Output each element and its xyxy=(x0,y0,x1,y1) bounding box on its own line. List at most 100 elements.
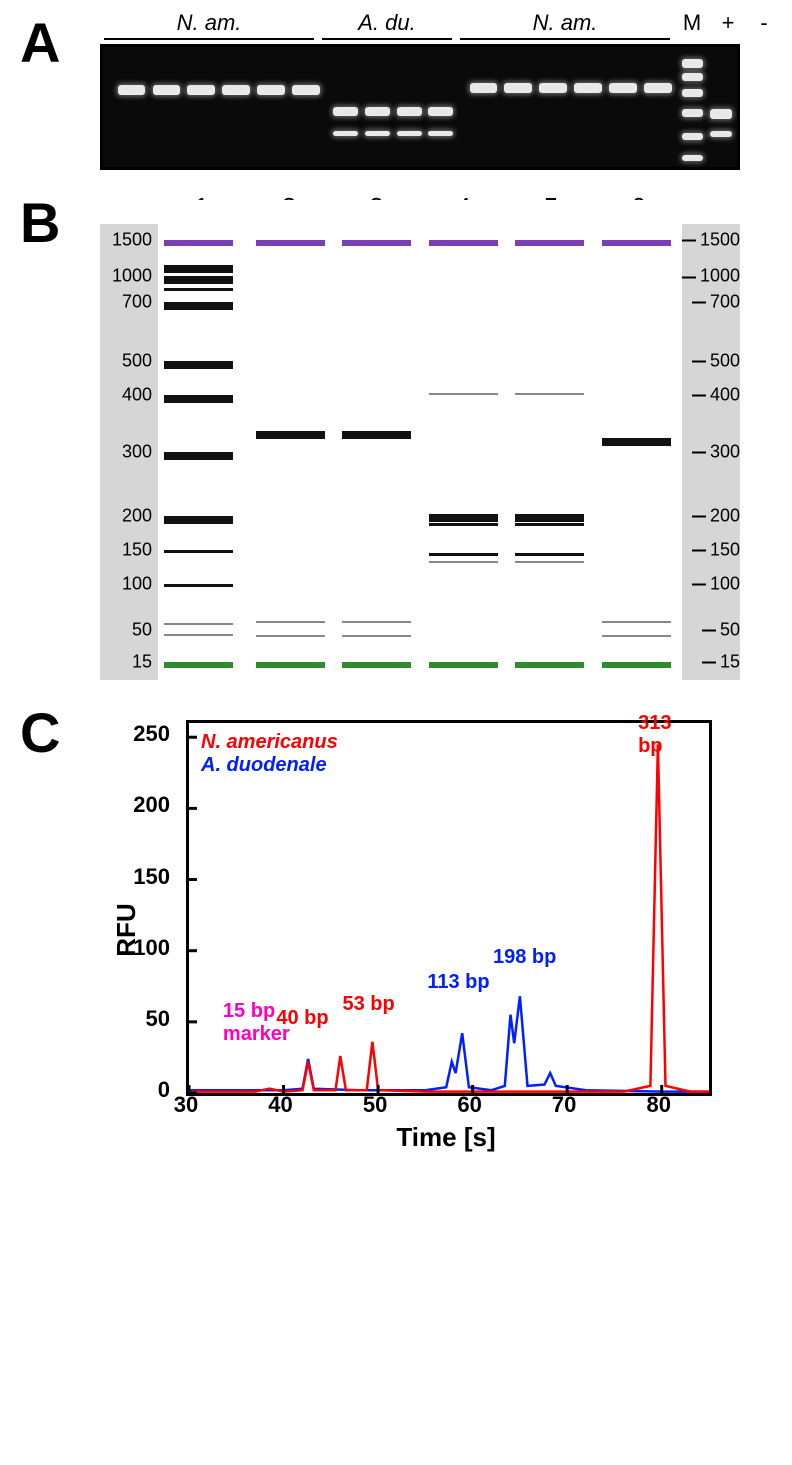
gel-lane xyxy=(426,47,455,167)
gel-band xyxy=(292,85,320,95)
gel-lane xyxy=(290,47,322,167)
b-band xyxy=(164,240,233,246)
b-band xyxy=(256,662,325,668)
ytick-label: 100 xyxy=(100,935,170,961)
peak-label: 313 bp xyxy=(638,712,685,758)
ladder-tick-left: 500 xyxy=(100,350,152,371)
b-band xyxy=(164,623,233,625)
ladder-tick-left: 1000 xyxy=(100,266,152,287)
gel-band xyxy=(644,83,672,93)
gel-band xyxy=(682,73,703,81)
ytick-label: 150 xyxy=(100,864,170,890)
b-band xyxy=(342,621,411,623)
ladder-tick-left: 700 xyxy=(100,291,152,312)
b-band xyxy=(256,240,325,246)
gel-lane xyxy=(680,47,705,167)
electropherogram-gel: 123456 150015001000100070070050050040040… xyxy=(100,200,740,680)
legend-entry: N. americanus xyxy=(201,731,338,754)
gel-lane-group-labels: N. am.A. du.N. am.M+- xyxy=(100,10,740,40)
ladder-tick-left: 1500 xyxy=(100,229,152,250)
ladder-tick-left: 200 xyxy=(100,505,152,526)
ladder-tick-right: 100 xyxy=(692,574,740,595)
b-band xyxy=(429,662,498,668)
gel-group-label: N. am. xyxy=(460,10,670,40)
b-band xyxy=(602,240,671,246)
b-band xyxy=(256,621,325,623)
ladder-tick-right: 50 xyxy=(702,619,740,640)
gel-lane xyxy=(607,47,639,167)
gel-group-label: + xyxy=(714,10,742,40)
ytick-label: 50 xyxy=(100,1006,170,1032)
b-band xyxy=(602,635,671,637)
ladder-tick-left: 400 xyxy=(100,385,152,406)
gel-band xyxy=(710,131,731,137)
gel-lane xyxy=(255,47,287,167)
b-lane xyxy=(158,224,239,680)
ladder-tick-right: 500 xyxy=(692,350,740,371)
gel-band xyxy=(609,83,637,93)
ladder-tick-left: 300 xyxy=(100,442,152,463)
gel-band xyxy=(710,109,731,119)
ytick-label: 250 xyxy=(100,721,170,747)
ladder-tick-right: 700 xyxy=(692,291,740,312)
gel-lane xyxy=(572,47,604,167)
gel-group-label: A. du. xyxy=(322,10,452,40)
b-band xyxy=(602,438,671,446)
panel-letter-a: A xyxy=(20,10,60,75)
xtick-label: 30 xyxy=(174,1092,198,1118)
gel-lane xyxy=(185,47,217,167)
panel-letter-b: B xyxy=(20,190,60,255)
b-lanes-area xyxy=(158,200,682,680)
gel-lane xyxy=(642,47,674,167)
trace-legend: N. americanusA. duodenale xyxy=(201,731,338,777)
peak-label: 53 bp xyxy=(343,993,395,1016)
b-band xyxy=(602,662,671,668)
b-band xyxy=(256,431,325,439)
b-band xyxy=(164,634,233,636)
panel-c: C RFU N. americanusA. duodenale 15 bp ma… xyxy=(20,710,792,1150)
b-band xyxy=(164,302,233,310)
b-band xyxy=(429,514,498,522)
gel-band xyxy=(470,83,498,93)
legend-entry: A. duodenale xyxy=(201,754,338,777)
gel-band xyxy=(118,85,146,95)
ladder-tick-right: 1500 xyxy=(682,229,740,250)
b-band xyxy=(515,561,584,563)
gel-band xyxy=(222,85,250,95)
gel-group-label: N. am. xyxy=(104,10,314,40)
gel-band xyxy=(333,107,358,116)
gel-band xyxy=(682,89,703,97)
gel-band xyxy=(428,107,453,116)
gel-band xyxy=(257,85,285,95)
panel-b: B 123456 1500150010001000700700500500400… xyxy=(20,200,792,680)
ladder-tick-left: 50 xyxy=(100,619,152,640)
ladder-tick-right: 1000 xyxy=(682,266,740,287)
b-band xyxy=(602,621,671,623)
ladder-tick-left: 100 xyxy=(100,574,152,595)
ladder-tick-right: 200 xyxy=(692,505,740,526)
b-band xyxy=(164,288,233,291)
ladder-tick-left: 15 xyxy=(100,651,152,672)
b-band xyxy=(429,240,498,246)
b-band xyxy=(515,523,584,526)
b-band xyxy=(342,662,411,668)
b-band xyxy=(256,635,325,637)
gel-band xyxy=(504,83,532,93)
gel-lane xyxy=(537,47,569,167)
gel-band xyxy=(574,83,602,93)
b-band xyxy=(164,395,233,403)
gel-band xyxy=(539,83,567,93)
b-band xyxy=(342,240,411,246)
xtick-label: 40 xyxy=(268,1092,292,1118)
ladder-tick-right: 150 xyxy=(692,540,740,561)
b-band xyxy=(515,393,584,395)
peak-label: 40 bp xyxy=(276,1007,328,1030)
b-band xyxy=(515,514,584,522)
b-band xyxy=(515,240,584,246)
ladder-tick-left: 150 xyxy=(100,540,152,561)
gel-band xyxy=(397,107,422,116)
gel-band xyxy=(428,131,453,136)
b-band xyxy=(429,561,498,563)
b-band xyxy=(429,553,498,556)
gel-band xyxy=(682,133,703,140)
